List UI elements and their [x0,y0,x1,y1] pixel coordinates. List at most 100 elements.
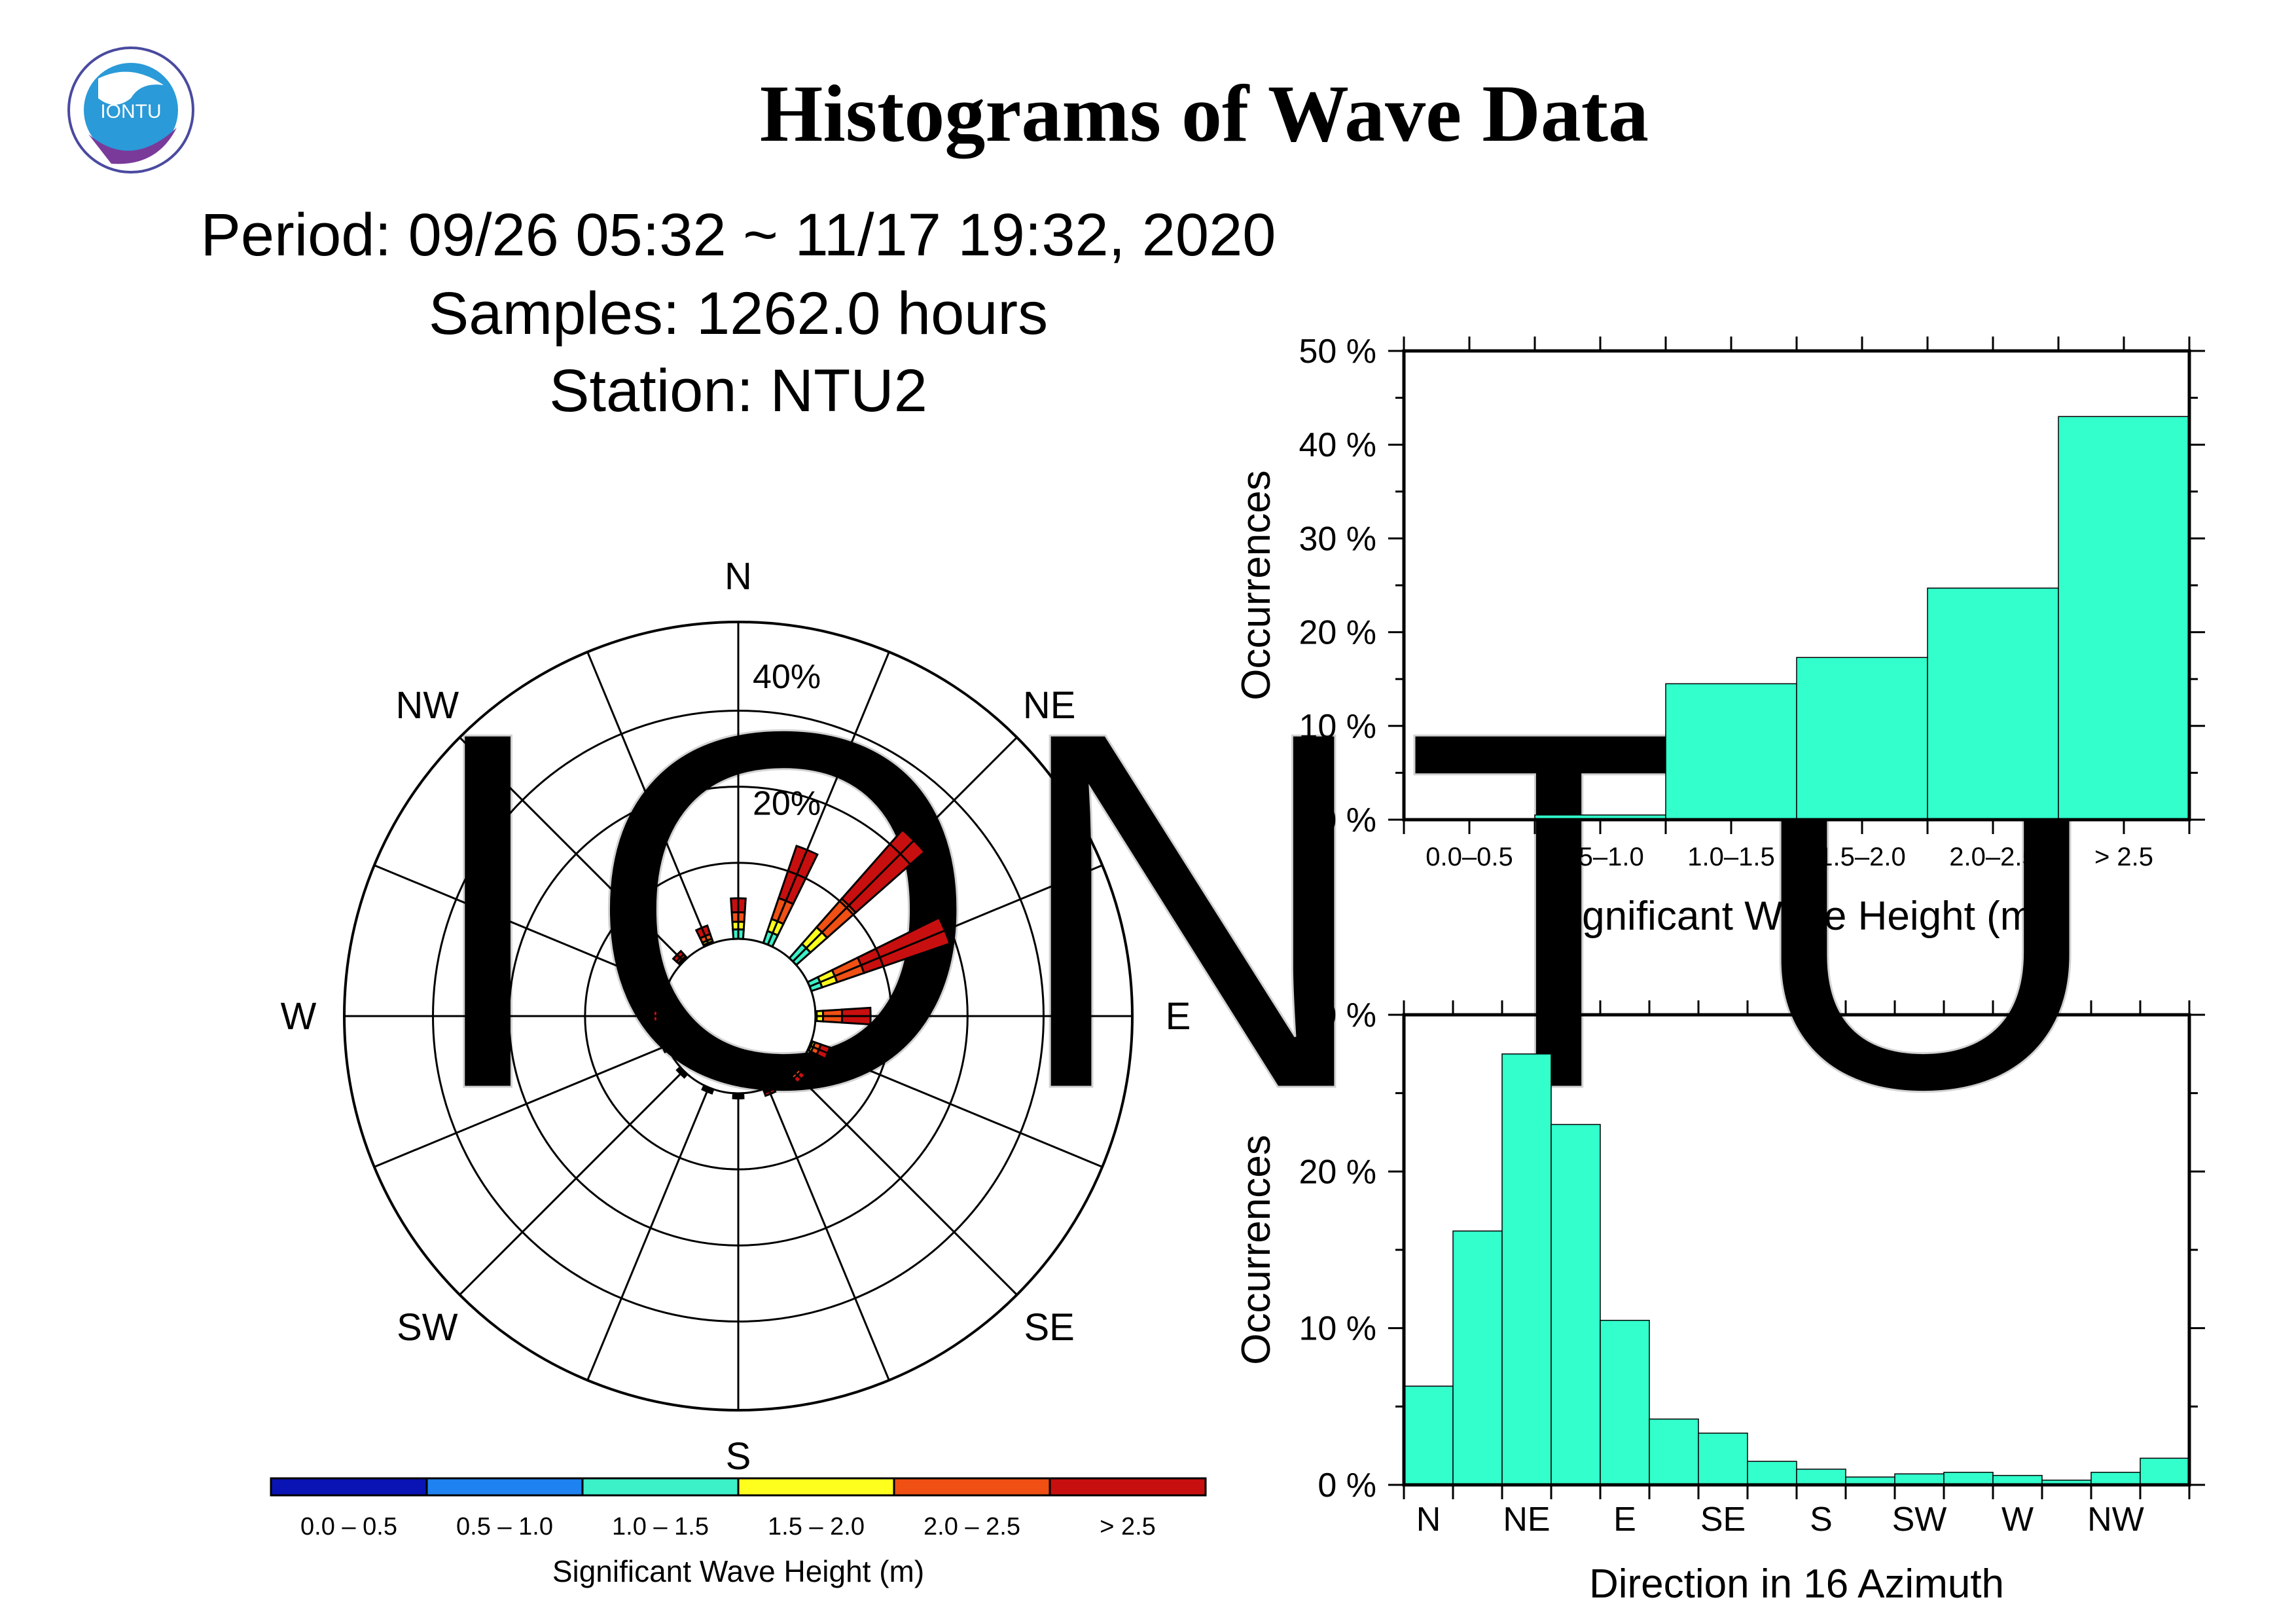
h2-bar [1403,1385,1454,1486]
colorbar-label: 1.0 – 1.5 [612,1513,709,1541]
direction-xtick-label: SE [1700,1501,1746,1539]
height-y-axis-label: Occurrences [1234,470,1279,700]
rose-spoke [766,651,890,945]
h2-bar [2140,1457,2190,1486]
rose-spoke [792,1070,1018,1296]
height-xtick-label: 0.0–0.5 [1426,843,1513,871]
wave-rose-chart: 20% 40% N NE E SE S SW W NW [281,555,1191,1478]
station-text: Station: NTU2 [549,357,927,424]
compass-label-nw: NW [396,684,459,727]
rose-spoke [766,1087,890,1381]
logo-swoosh-icon [88,128,177,164]
rose-spoke [809,1044,1103,1168]
direction-y-axis-label: Occurrences [1234,1135,1279,1364]
height-ytick-label: 30 % [1299,520,1376,558]
h2-bar [1894,1473,1945,1486]
direction-xtick-label: NE [1503,1501,1550,1539]
colorbar-title: Significant Wave Height (m) [552,1554,924,1588]
direction-xtick-label: NW [2087,1501,2144,1539]
direction-axes [1388,1000,2205,1499]
h1-bar [1665,683,1797,820]
colorbar-swatch [581,1477,740,1497]
direction-xtick-label: S [1810,1501,1833,1539]
h1-bar [2058,416,2190,820]
height-xtick-label: 2.0–2.5 [1949,843,2036,871]
page-title: Histograms of Wave Data [760,69,1649,159]
h2-bar [1501,1053,1552,1486]
compass-label-sw: SW [397,1306,458,1349]
colorbar-swatch [893,1477,1051,1497]
ring-label-40: 40% [753,658,821,696]
rose-spoke [586,1087,710,1381]
height-xtick-label: 1.0–1.5 [1687,843,1774,871]
h2-bar [2090,1472,2141,1486]
height-ytick-label: 40 % [1299,426,1376,464]
height-ytick-label: 10 % [1299,708,1376,746]
samples-text: Samples: 1262.0 hours [429,280,1048,347]
direction-ytick-label: 30 % [1299,996,1376,1034]
h1-bar [1927,587,2059,820]
iontu-logo: IONTU [67,46,194,173]
colorbar-label: 0.5 – 1.0 [456,1513,553,1541]
compass-label-e: E [1166,995,1191,1038]
direction-x-axis-label: Direction in 16 Azimuth [1589,1561,2004,1607]
compass-label-se: SE [1024,1306,1074,1349]
period-text: Period: 09/26 05:32 ~ 11/17 19:32, 2020 [201,202,1276,268]
direction-ytick-label: 20 % [1299,1153,1376,1191]
height-histogram: 0 % 10 % 20 % 30 % 40 % 50 % 0.0–0.5 0.5… [1234,333,2205,939]
colorbar-label: 2.0 – 2.5 [924,1513,1020,1541]
direction-ytick-label: 10 % [1299,1310,1376,1348]
direction-xtick-label: N [1416,1501,1441,1539]
h2-bar [1452,1230,1503,1486]
colorbar-swatch [270,1477,428,1497]
colorbar-label: 0.0 – 0.5 [300,1513,397,1541]
rose-spoke [374,1044,668,1168]
colorbar-swatch [737,1477,895,1497]
rose-spoke [586,651,710,945]
h2-bar [1698,1432,1748,1486]
height-xtick-label: 0.5–1.0 [1556,843,1643,871]
height-xtick-label: > 2.5 [2094,843,2153,871]
rose-spoke [374,864,668,988]
compass-label-ne: NE [1023,684,1076,727]
compass-label-n: N [725,555,752,598]
colorbar-swatch [1049,1477,1207,1497]
height-axes [1388,337,2205,834]
h2-bar [1600,1319,1650,1486]
height-ytick-label: 0 % [1318,801,1376,839]
colorbar-label: 1.5 – 2.0 [768,1513,865,1541]
direction-xtick-label: W [2001,1501,2034,1539]
colorbar-swatches [270,1477,1207,1497]
logo-text: IONTU [100,101,161,122]
direction-xtick-label: SW [1892,1501,1947,1539]
h2-bar [1649,1418,1699,1486]
compass-label-s: S [726,1435,751,1478]
rose-grid [343,621,1134,1412]
logo-wave-icon [98,71,164,105]
direction-xtick-label: E [1613,1501,1636,1539]
height-xtick-label: 1.5–2.0 [1818,843,1905,871]
h2-bar [1796,1468,1846,1486]
h2-bar [1943,1472,1994,1486]
rose-spoke [459,1070,685,1296]
height-ytick-label: 50 % [1299,333,1376,371]
colorbar: 0.0 – 0.5 0.5 – 1.0 1.0 – 1.5 1.5 – 2.0 … [270,1477,1207,1588]
colorbar-label: > 2.5 [1100,1513,1156,1541]
rose-spoke [792,737,1018,962]
h2-bar [1551,1123,1601,1486]
ring-label-20: 20% [753,784,821,822]
direction-bars [1403,1053,2190,1486]
height-x-axis-label: Significant Wave Height (m) [1546,894,2047,939]
compass-label-w: W [281,995,317,1038]
direction-histogram: 0 % 10 % 20 % 30 % N NE E SE S SW W NW D… [1234,996,2205,1607]
rose-spoke [459,737,685,962]
h1-bar [1796,657,1928,820]
direction-ytick-label: 0 % [1318,1467,1376,1504]
h2-bar [1747,1461,1797,1486]
colorbar-swatch [425,1477,584,1497]
rose-spoke [809,864,1103,988]
height-bars [1534,416,2190,820]
height-ytick-label: 20 % [1299,614,1376,652]
